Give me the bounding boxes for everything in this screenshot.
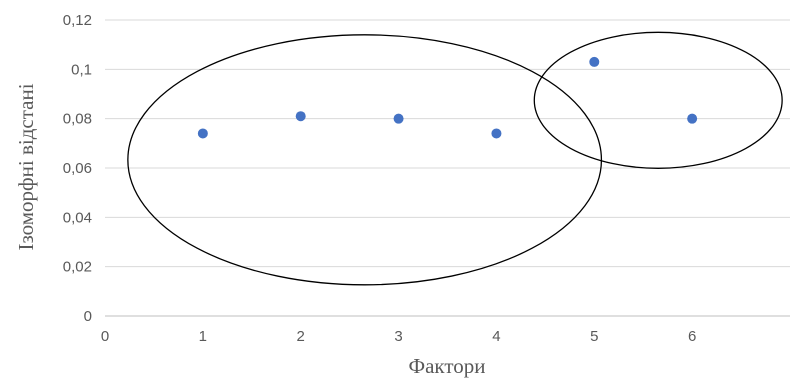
y-tick-label: 0,06 (63, 160, 92, 177)
x-tick-label: 6 (688, 328, 696, 345)
x-tick-label: 5 (590, 328, 598, 345)
cluster-ellipse-1 (127, 34, 603, 286)
cluster-ellipse-2 (533, 31, 783, 169)
cluster-ellipses (127, 31, 783, 286)
x-axis-title: Фактори (409, 354, 486, 378)
gridlines (105, 19, 790, 268)
data-point (295, 111, 306, 122)
x-tick-label: 3 (394, 328, 402, 345)
x-tick-label: 4 (492, 328, 500, 345)
data-points (197, 56, 698, 139)
data-point (589, 56, 600, 67)
x-tick-labels: 0 1 2 3 4 5 6 (101, 328, 696, 345)
x-tick-label: 0 (101, 328, 109, 345)
y-tick-label: 0,12 (63, 12, 92, 29)
y-tick-label: 0 (84, 308, 92, 325)
x-tick-label: 2 (297, 328, 305, 345)
y-tick-label: 0,04 (63, 209, 92, 226)
y-tick-label: 0,02 (63, 259, 92, 276)
data-point (393, 113, 404, 124)
y-tick-labels: 0 0,02 0,04 0,06 0,08 0,1 0,12 (63, 12, 92, 325)
data-point (687, 113, 698, 124)
y-tick-label: 0,08 (63, 111, 92, 128)
y-tick-label: 0,1 (71, 61, 92, 78)
data-point (491, 128, 502, 139)
data-point (197, 128, 208, 139)
x-tick-label: 1 (199, 328, 207, 345)
y-axis-title: Ізоморфні відстані (14, 83, 38, 250)
